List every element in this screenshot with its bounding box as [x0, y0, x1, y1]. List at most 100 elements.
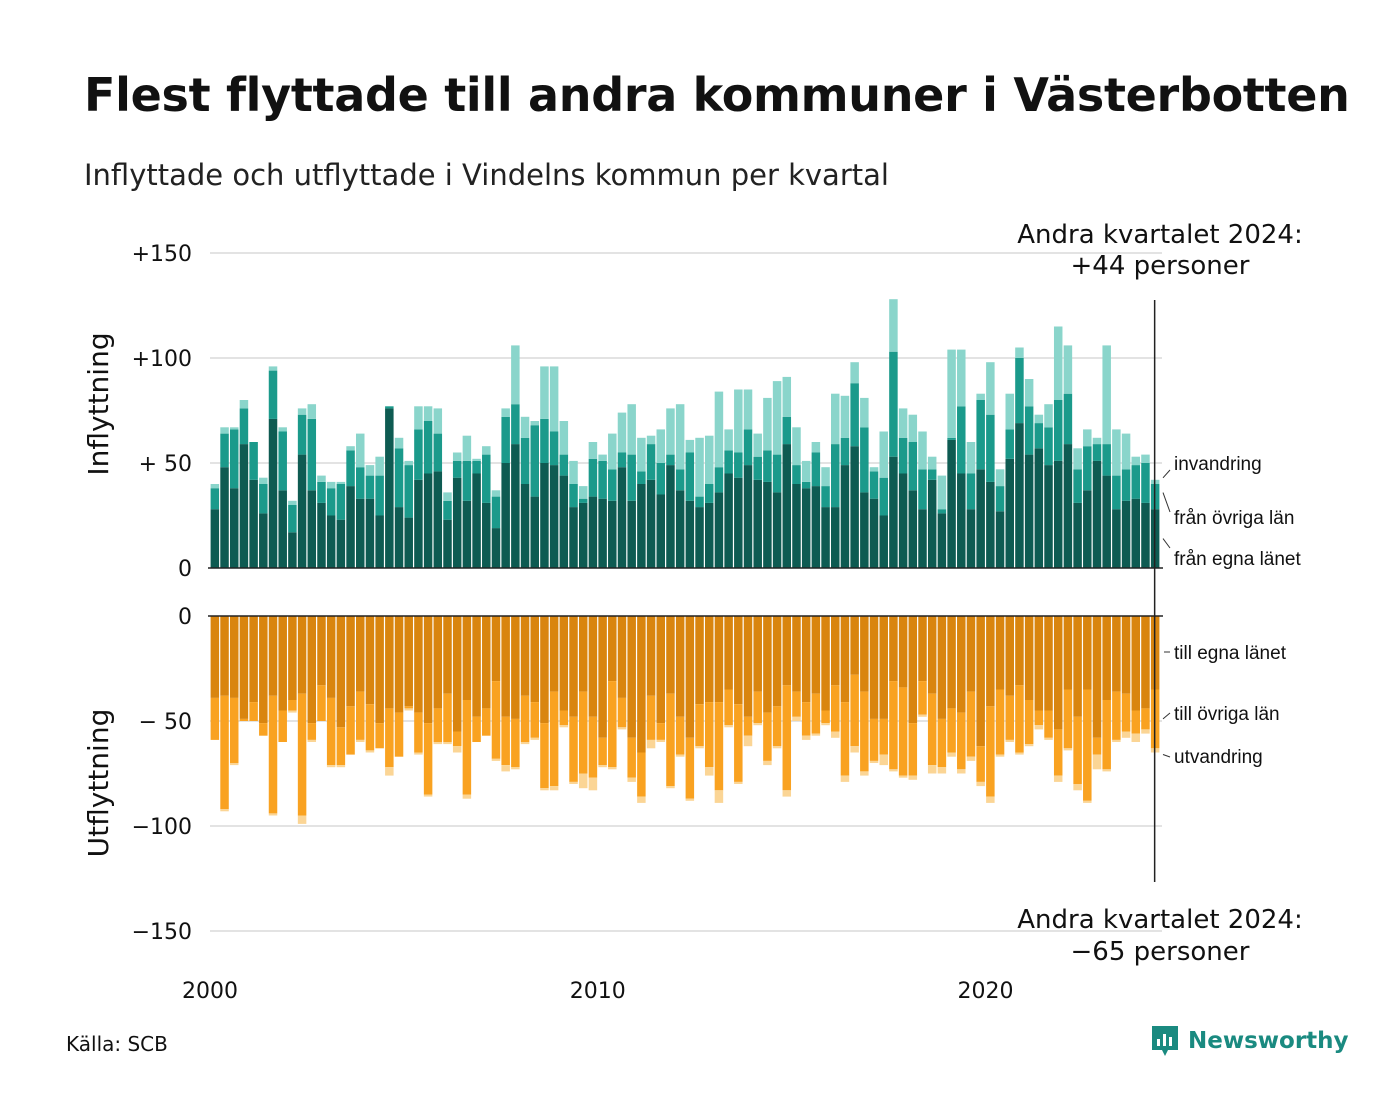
bar-out-other	[1112, 691, 1121, 740]
bar-in-abroad	[520, 416, 530, 438]
bar-in-own	[346, 486, 355, 568]
bar-in-own	[452, 477, 462, 568]
bar-in-abroad	[1034, 414, 1044, 424]
bar-out-other	[685, 737, 695, 799]
bar-out-abroad	[491, 758, 501, 761]
bar-in-abroad	[220, 427, 229, 434]
bar-out-abroad	[763, 760, 772, 766]
bar-out-other	[598, 737, 607, 766]
bar-in-own	[375, 515, 384, 568]
bar-in-abroad	[1083, 429, 1092, 447]
bar-out-other	[772, 706, 782, 747]
bar-in-other	[482, 454, 491, 503]
bar-out-other	[501, 716, 510, 766]
bar-in-abroad	[356, 433, 365, 468]
bar-out-other	[239, 718, 249, 721]
bar-in-other	[714, 467, 724, 493]
bar-in-abroad	[656, 429, 666, 463]
bar-in-own	[1131, 498, 1141, 568]
bar-out-abroad	[356, 739, 365, 742]
bar-in-other	[569, 484, 578, 508]
bar-out-abroad	[433, 742, 443, 745]
bar-in-abroad	[598, 454, 607, 461]
bar-in-other	[452, 460, 462, 478]
bar-in-own	[724, 473, 733, 568]
bar-in-abroad	[239, 400, 249, 409]
bar-in-abroad	[617, 412, 627, 453]
bar-out-other	[714, 702, 724, 791]
bar-out-own	[288, 616, 297, 700]
bar-in-abroad	[307, 404, 317, 419]
bar-in-own	[918, 509, 927, 568]
bar-out-own	[1112, 616, 1121, 692]
bar-in-other	[1092, 444, 1102, 461]
bar-in-abroad	[675, 404, 685, 470]
bar-out-abroad	[1083, 800, 1092, 803]
bar-out-own	[1073, 616, 1082, 717]
bar-out-abroad	[724, 725, 733, 728]
bar-out-abroad	[385, 767, 394, 776]
bar-out-abroad	[1121, 731, 1131, 738]
bar-in-own	[763, 481, 772, 568]
bar-in-own	[608, 500, 617, 568]
bar-out-other	[1053, 729, 1063, 776]
bar-in-own	[559, 475, 569, 568]
bar-in-other	[947, 437, 956, 440]
bar-out-abroad	[840, 775, 850, 782]
bar-in-own	[462, 500, 472, 568]
bar-out-own	[724, 616, 733, 690]
bar-out-abroad	[1131, 733, 1141, 742]
bar-out-other	[1141, 708, 1150, 730]
bar-out-abroad	[627, 777, 636, 782]
bar-out-abroad	[869, 760, 879, 763]
bar-in-abroad	[288, 500, 297, 505]
bar-out-own	[927, 616, 937, 694]
bar-out-abroad	[801, 735, 811, 740]
bar-out-own	[772, 616, 782, 707]
bar-out-other	[927, 693, 937, 766]
bar-in-own	[947, 439, 956, 568]
bar-out-other	[976, 746, 985, 782]
chart-subtitle: Inflyttade och utflyttade i Vindelns kom…	[84, 158, 889, 192]
bar-in-abroad	[482, 446, 491, 455]
bar-out-other	[966, 691, 976, 757]
bar-in-other	[879, 477, 888, 516]
bar-in-own	[326, 515, 336, 568]
legend-label-till-ovriga-lan: till övriga län	[1174, 704, 1280, 725]
bar-out-own	[249, 616, 258, 703]
bar-out-other	[229, 697, 239, 763]
bar-out-other	[268, 695, 278, 814]
bar-out-abroad	[1005, 739, 1014, 742]
bar-out-abroad	[443, 742, 452, 745]
bar-out-own	[850, 616, 859, 675]
bar-out-own	[520, 616, 530, 696]
bar-in-own	[656, 494, 666, 568]
bar-out-other	[1131, 710, 1141, 734]
bar-in-abroad	[908, 414, 918, 442]
bar-in-other	[675, 469, 685, 491]
bar-out-other	[627, 737, 636, 778]
bar-in-abroad	[937, 475, 947, 510]
bar-in-own	[288, 532, 297, 568]
bar-in-other	[976, 400, 985, 470]
bar-out-own	[608, 616, 617, 682]
bar-out-own	[1092, 616, 1102, 738]
bar-out-abroad	[598, 765, 607, 768]
bar-in-own	[482, 502, 491, 568]
bar-in-own	[210, 509, 220, 568]
bar-in-abroad	[646, 435, 656, 445]
bar-in-abroad	[394, 437, 404, 449]
bar-in-other	[840, 437, 850, 466]
bar-in-other	[462, 460, 472, 501]
bar-in-other	[443, 500, 452, 520]
bar-out-own	[1141, 616, 1150, 709]
bar-in-own	[646, 479, 656, 568]
bar-in-own	[501, 463, 510, 568]
bar-in-other	[627, 454, 636, 501]
bar-in-other	[918, 469, 927, 510]
bar-out-own	[734, 616, 743, 705]
bar-out-other	[540, 723, 549, 789]
bar-out-other	[559, 710, 569, 726]
bar-in-other	[1131, 465, 1141, 499]
bar-out-abroad	[520, 742, 530, 745]
